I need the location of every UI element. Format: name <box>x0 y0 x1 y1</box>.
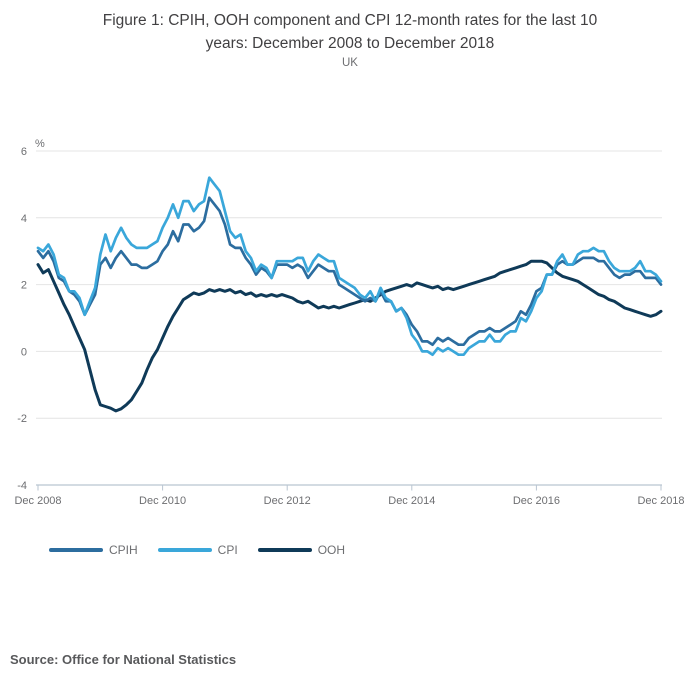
chart-subtitle: UK <box>342 57 358 69</box>
cpi-line <box>36 176 663 357</box>
chart-legend: CPIH CPI OOH <box>49 543 345 557</box>
legend-item-cpi[interactable]: CPI <box>157 543 238 557</box>
cpi-line-swatch <box>157 548 212 552</box>
x-tick-label: Dec 2010 <box>139 495 186 507</box>
ooh-line-swatch <box>257 548 312 552</box>
series-layer <box>36 176 663 413</box>
cpih-line-swatch <box>49 548 103 552</box>
y-tick-label: 4 <box>21 213 27 225</box>
cpih-line <box>36 196 663 347</box>
ooh-line <box>36 259 663 413</box>
y-tick-label: 6 <box>21 146 27 158</box>
page-title-line1: Figure 1: CPIH, OOH component and CPI 12… <box>102 12 598 29</box>
x-tick-label: Dec 2014 <box>388 495 435 507</box>
y-tick-label: -4 <box>17 480 27 492</box>
x-tick-label: Dec 2012 <box>264 495 311 507</box>
x-tick-label: Dec 2018 <box>637 495 684 507</box>
y-tick-label: 2 <box>21 280 27 292</box>
legend-item-cpih[interactable]: CPIH <box>49 543 138 557</box>
page-title-line2: years: December 2008 to December 2018 <box>205 35 495 52</box>
y-tick-label: -2 <box>17 413 27 425</box>
legend-label-ooh: OOH <box>317 543 346 557</box>
page-title: Figure 1: CPIH, OOH component and CPI 12… <box>0 9 700 55</box>
x-tick-label: Dec 2016 <box>513 495 560 507</box>
legend-item-ooh[interactable]: OOH <box>257 543 346 557</box>
legend-label-cpi: CPI <box>217 543 238 557</box>
legend-label-cpih: CPIH <box>109 543 138 557</box>
x-tick-label: Dec 2008 <box>14 495 61 507</box>
y-axis-unit-label: % <box>35 138 45 150</box>
source-text: Source: Office for National Statistics <box>10 652 237 667</box>
y-tick-label: 0 <box>21 346 27 358</box>
